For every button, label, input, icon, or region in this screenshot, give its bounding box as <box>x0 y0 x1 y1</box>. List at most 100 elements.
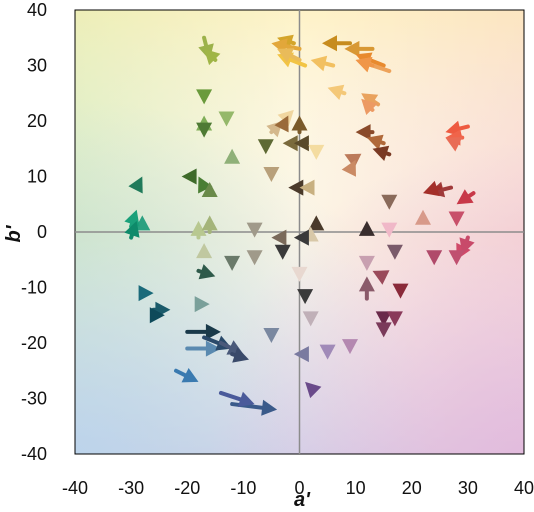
arrow <box>342 339 358 355</box>
arrow <box>224 255 241 271</box>
arrow <box>299 179 315 196</box>
y-tick-label: 10 <box>27 167 47 187</box>
y-tick-label: 20 <box>27 111 47 131</box>
arrow <box>302 311 319 327</box>
arrow <box>194 296 210 313</box>
arrow <box>185 340 221 357</box>
arrow <box>224 148 241 164</box>
arrow <box>138 285 154 302</box>
arrow <box>257 139 274 155</box>
arrow <box>196 243 213 259</box>
arrow <box>375 311 392 327</box>
arrow <box>375 322 392 338</box>
y-tick-label: 40 <box>27 0 47 20</box>
arrow <box>322 35 353 52</box>
y-tick-label: 0 <box>37 222 47 242</box>
arrow <box>293 135 309 152</box>
x-tick-label: -10 <box>230 478 256 498</box>
arrow <box>149 307 165 324</box>
arrow <box>366 134 386 150</box>
arrow <box>310 55 336 72</box>
arrow <box>341 159 356 177</box>
arrow <box>246 222 263 238</box>
arrow <box>181 168 197 185</box>
arrow <box>445 137 463 152</box>
arrow <box>386 311 403 327</box>
arrow <box>448 250 465 266</box>
arrow <box>381 194 398 210</box>
arrow <box>190 220 207 240</box>
arrow <box>185 323 221 340</box>
arrow <box>423 180 442 197</box>
arrow <box>392 283 409 299</box>
arrow <box>271 229 287 246</box>
arrow <box>230 399 278 416</box>
arrow <box>128 176 143 194</box>
arrow <box>274 244 291 260</box>
y-axis-label: b' <box>3 224 25 242</box>
arrow <box>456 189 476 205</box>
arrow <box>327 84 347 100</box>
arrow <box>291 266 308 282</box>
arrow <box>426 250 443 266</box>
arrow <box>263 167 280 182</box>
arrow <box>372 270 390 285</box>
arrow <box>308 215 325 231</box>
arrow <box>218 111 235 127</box>
x-tick-label: 40 <box>514 478 534 498</box>
x-axis-label: a' <box>294 489 311 511</box>
arrow <box>124 220 140 240</box>
arrow <box>291 115 308 135</box>
arrow <box>218 390 255 407</box>
y-tick-label: -10 <box>21 278 47 298</box>
x-tick-labels: -40 -30 -20 -10 0 10 20 30 40 <box>62 478 534 498</box>
x-tick-label: -40 <box>62 478 88 498</box>
x-tick-label: -30 <box>118 478 144 498</box>
arrow <box>448 211 465 227</box>
arrow <box>344 40 375 57</box>
arrow <box>230 347 249 363</box>
arrow <box>293 346 309 363</box>
arrow <box>196 264 216 280</box>
y-tick-labels: -40 -30 -20 -10 0 10 20 30 40 <box>21 0 47 464</box>
arrow <box>308 144 325 160</box>
y-tick-label: -40 <box>21 444 47 464</box>
x-tick-label: 10 <box>346 478 366 498</box>
arrow <box>459 235 475 255</box>
arrow <box>134 215 151 231</box>
y-tick-label: -20 <box>21 333 47 353</box>
x-tick-label: 0 <box>294 478 304 498</box>
arrow <box>201 215 218 234</box>
arrow <box>319 344 336 360</box>
y-tick-label: 30 <box>27 56 47 76</box>
arrow <box>372 145 392 161</box>
arrow <box>358 220 375 236</box>
arrow <box>246 250 263 266</box>
arrow <box>277 48 302 63</box>
x-tick-label: -20 <box>174 478 200 498</box>
arrow <box>415 209 431 225</box>
arrow <box>263 328 280 343</box>
arrow <box>381 222 398 238</box>
arrow <box>201 182 218 197</box>
arrow <box>204 48 221 66</box>
x-tick-label: 30 <box>458 478 478 498</box>
arrow <box>282 135 298 152</box>
arrow <box>174 368 199 383</box>
arrow <box>355 57 375 73</box>
arrow <box>361 98 378 115</box>
x-tick-label: 20 <box>402 478 422 498</box>
arrow <box>361 93 381 109</box>
arrow <box>297 289 314 305</box>
arrow <box>386 244 403 260</box>
arrow <box>293 229 309 246</box>
arrow <box>274 115 289 133</box>
arrow <box>196 122 213 138</box>
arrow <box>288 179 304 196</box>
arrow <box>358 276 375 301</box>
arrow <box>305 381 322 399</box>
arrow <box>198 176 213 194</box>
arrow <box>344 153 362 169</box>
arrow <box>355 124 375 141</box>
